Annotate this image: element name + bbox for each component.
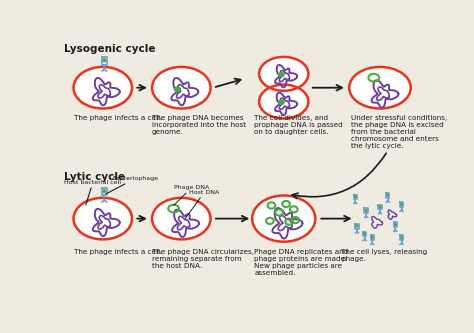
Text: Host bacterial cell: Host bacterial cell (64, 180, 121, 205)
Ellipse shape (103, 59, 106, 62)
Text: Lysogenic cycle: Lysogenic cycle (64, 44, 155, 54)
Ellipse shape (73, 67, 132, 109)
Ellipse shape (252, 195, 315, 242)
Text: The phage DNA becomes
incorporated into the host
genome.: The phage DNA becomes incorporated into … (152, 115, 246, 135)
Text: Phage DNA: Phage DNA (173, 185, 209, 205)
Ellipse shape (364, 233, 365, 234)
Text: The phage infects a cell.: The phage infects a cell. (73, 115, 162, 121)
Text: Under stressful conditions,
the phage DNA is excised
from the bacterial
chromoso: Under stressful conditions, the phage DN… (351, 115, 447, 149)
Ellipse shape (174, 87, 181, 92)
Ellipse shape (401, 203, 402, 205)
Ellipse shape (259, 57, 309, 91)
Ellipse shape (349, 67, 411, 109)
Ellipse shape (372, 237, 373, 238)
Ellipse shape (395, 223, 396, 225)
Ellipse shape (152, 198, 210, 239)
Text: Host DNA: Host DNA (185, 190, 219, 218)
Ellipse shape (73, 198, 132, 239)
Ellipse shape (259, 85, 309, 119)
Ellipse shape (365, 210, 367, 211)
Text: Bacteriophage: Bacteriophage (106, 176, 158, 194)
Text: The cell divides, and
prophage DNA is passed
on to daughter cells.: The cell divides, and prophage DNA is pa… (255, 115, 343, 135)
Text: The phage DNA circularizes,
remaining separate from
the host DNA.: The phage DNA circularizes, remaining se… (152, 249, 254, 269)
Ellipse shape (356, 225, 358, 227)
Text: The cell lyses, releasing
phage.: The cell lyses, releasing phage. (341, 249, 428, 262)
Ellipse shape (387, 194, 389, 196)
Ellipse shape (355, 196, 356, 197)
Text: Lytic cycle: Lytic cycle (64, 172, 125, 182)
Ellipse shape (279, 73, 284, 77)
Ellipse shape (401, 237, 402, 238)
Ellipse shape (152, 67, 210, 109)
Text: Phage DNA replicates and
phage proteins are made.
New phage particles are
assemb: Phage DNA replicates and phage proteins … (255, 249, 349, 276)
Ellipse shape (379, 206, 381, 207)
Ellipse shape (103, 190, 106, 192)
Text: The phage infects a cell.: The phage infects a cell. (73, 249, 162, 255)
Ellipse shape (279, 101, 284, 104)
